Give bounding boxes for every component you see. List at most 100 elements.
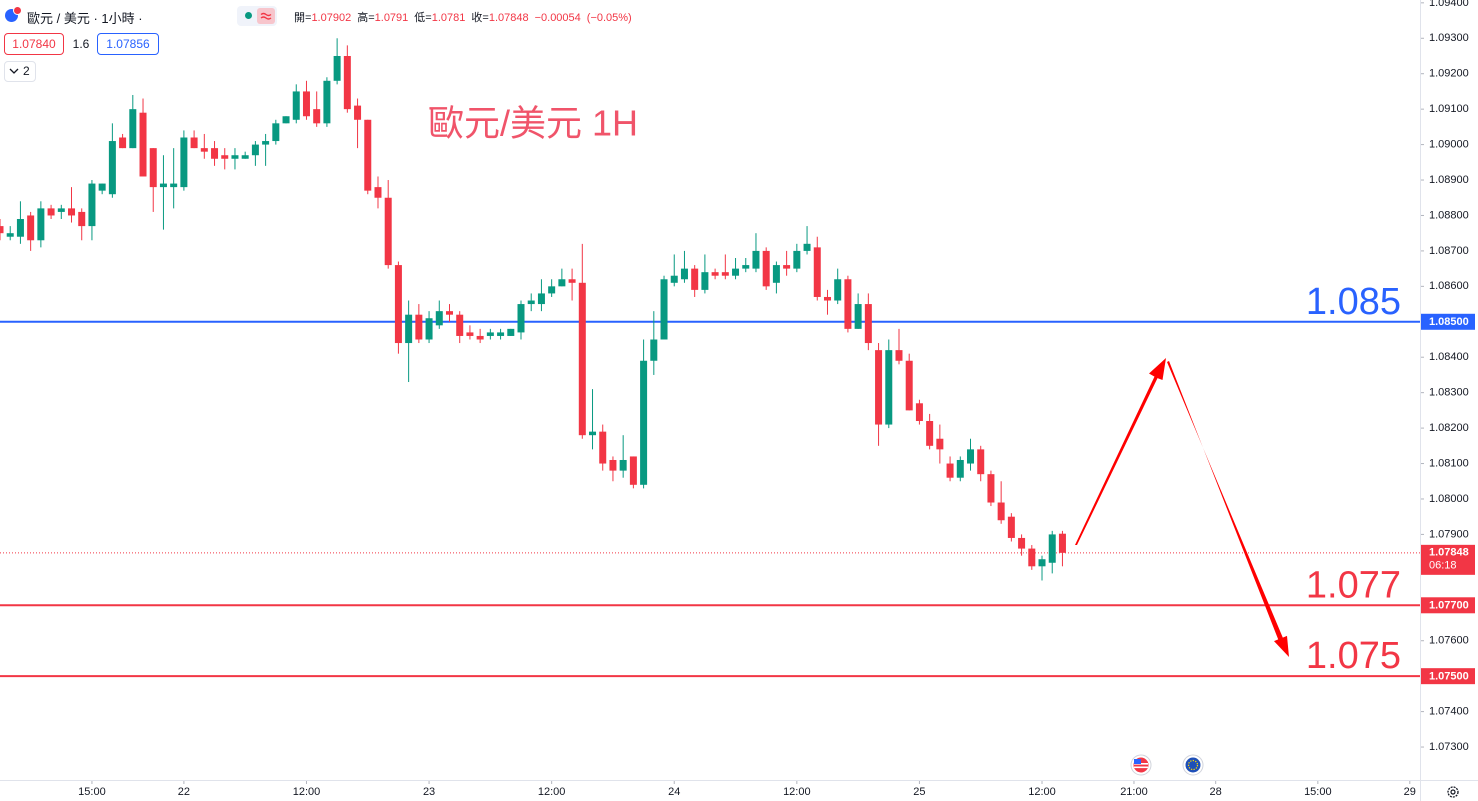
gear-outer[interactable] xyxy=(1447,786,1459,798)
candle-body xyxy=(926,421,934,446)
y-tick-label: 1.08900 xyxy=(1429,174,1469,186)
candle-body xyxy=(78,211,86,227)
arrow-up xyxy=(1075,358,1166,545)
candle-body xyxy=(793,250,801,269)
candle-body xyxy=(742,265,750,269)
candle-body xyxy=(445,311,453,315)
change: −0.00054 xyxy=(534,12,581,24)
candle-body xyxy=(711,272,719,276)
candle-body xyxy=(497,332,505,336)
event-icon-eu xyxy=(1182,754,1204,776)
level-badge xyxy=(1421,313,1475,330)
candle-body xyxy=(149,148,157,188)
settings-gear[interactable] xyxy=(1447,786,1459,798)
x-tick-label: 15:00 xyxy=(1304,786,1332,798)
symbol-icon-small xyxy=(13,6,22,15)
candle-body xyxy=(568,279,576,283)
buy-button[interactable]: 1.07856 xyxy=(97,33,159,55)
status-chip[interactable] xyxy=(237,6,277,26)
candle-body xyxy=(772,265,780,283)
candle-body xyxy=(956,459,964,478)
candle-body xyxy=(1028,548,1036,567)
sell-button[interactable]: 1.07840 xyxy=(4,33,64,55)
candle-body xyxy=(936,438,944,450)
candle-body xyxy=(997,502,1005,521)
chevron xyxy=(9,68,19,74)
candle-body xyxy=(405,314,413,344)
candle-body xyxy=(640,360,648,485)
y-tick-label: 1.07400 xyxy=(1429,706,1469,718)
y-tick-label: 1.08800 xyxy=(1429,209,1469,221)
chevron-path xyxy=(9,68,19,74)
y-tick-label: 1.07600 xyxy=(1429,635,1469,647)
level-label: 1.075 xyxy=(1306,635,1401,677)
candle-body xyxy=(701,272,709,290)
candle-body xyxy=(783,265,791,269)
level-label: 1.077 xyxy=(1306,564,1401,606)
ohlc-label: 高= xyxy=(357,12,375,24)
candle-body xyxy=(384,197,392,266)
x-tick-label: 15:00 xyxy=(78,786,106,798)
candle-body xyxy=(394,265,402,344)
candle-body xyxy=(139,112,147,177)
delayed-icon xyxy=(260,12,272,20)
y-tick-label: 1.08200 xyxy=(1429,422,1469,434)
candle-body xyxy=(241,155,249,159)
candle-body xyxy=(721,272,729,276)
overlay-layer: 1.09400 1.09300 1.09200 1.09100 1.09000 1.089… xyxy=(78,0,1475,798)
flag-stripe xyxy=(1134,766,1148,769)
x-tick-label: 12:00 xyxy=(293,786,321,798)
candle-body xyxy=(159,183,167,188)
indicator-count: 2 xyxy=(23,64,30,78)
candle-body xyxy=(578,282,586,436)
ohlc-value: 1.07848 xyxy=(488,12,529,24)
candle-body xyxy=(323,80,331,124)
candle-body xyxy=(864,304,872,344)
ohlc-value: 1.07902 xyxy=(311,12,352,24)
candle-body xyxy=(57,208,65,212)
last-price-label: 1.07848 xyxy=(1429,547,1469,559)
candle-body xyxy=(599,431,607,464)
candle-body xyxy=(374,187,382,198)
candle-body xyxy=(1007,516,1015,538)
x-tick-label: 22 xyxy=(178,786,190,798)
candle-body xyxy=(343,55,351,110)
candle-body xyxy=(1018,537,1026,549)
flag-eu xyxy=(1185,757,1201,773)
candle-body xyxy=(88,183,96,227)
candle-body xyxy=(98,183,106,191)
candle-body xyxy=(905,360,913,411)
candle-body xyxy=(1058,533,1066,553)
spread: 1.6 xyxy=(68,34,94,54)
watermark: 歐元/美元 1H xyxy=(428,103,638,144)
candle-body xyxy=(251,144,259,156)
candle-body xyxy=(170,183,178,188)
candle-body xyxy=(37,208,45,241)
candle-body xyxy=(435,311,443,326)
candle-body xyxy=(875,350,883,425)
level-badge-label: 1.07500 xyxy=(1429,671,1469,683)
candle-body xyxy=(415,314,423,340)
x-tick-label: 29 xyxy=(1404,786,1416,798)
gear-inner[interactable] xyxy=(1450,789,1456,795)
candle-body xyxy=(517,304,525,333)
candle-body xyxy=(732,268,740,276)
candle-body xyxy=(129,109,137,149)
candle-body xyxy=(558,279,566,287)
candle-body xyxy=(946,463,954,478)
y-tick-label: 1.08400 xyxy=(1429,351,1469,363)
indicator-toggle[interactable]: 2 xyxy=(4,61,36,82)
approx-symbol xyxy=(260,12,272,20)
candle-body xyxy=(47,208,55,216)
candle-body xyxy=(680,268,688,280)
y-tick-label: 1.09100 xyxy=(1429,103,1469,115)
candle-body xyxy=(823,296,831,301)
x-tick-label: 12:00 xyxy=(783,786,811,798)
candle-body xyxy=(650,339,658,361)
candle-body xyxy=(987,474,995,503)
candle-body xyxy=(262,141,270,145)
x-tick-label: 25 xyxy=(913,786,925,798)
